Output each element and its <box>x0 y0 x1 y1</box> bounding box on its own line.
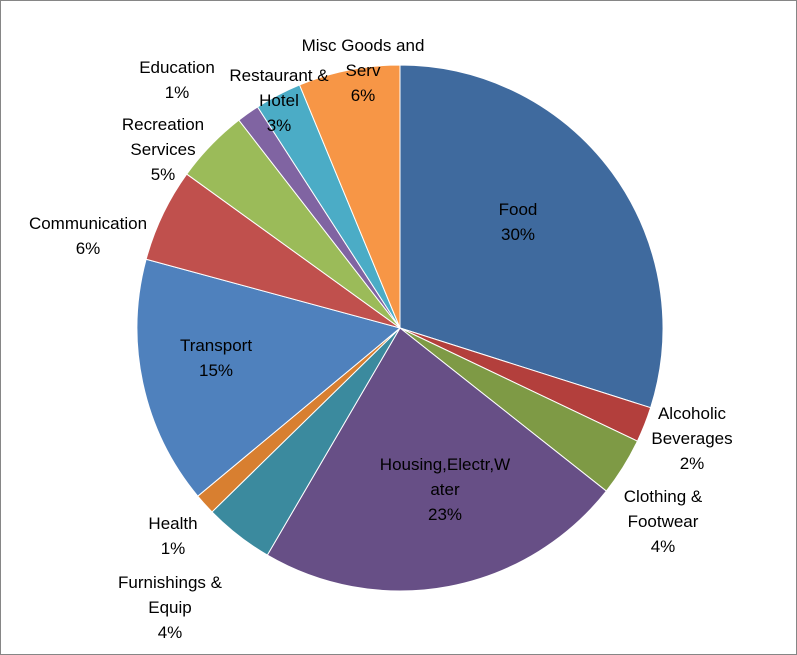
data-label-category: Communication <box>29 214 147 233</box>
data-label-category: Health <box>148 514 197 533</box>
data-label-category: Clothing & <box>624 487 703 506</box>
data-label-category: Housing,Electr,W <box>380 455 510 474</box>
data-label-housing-electr-water: Housing,Electr,W ater 23% <box>380 455 510 524</box>
data-label-health: Health 1% <box>148 514 197 558</box>
data-label-furnishings-equip: Furnishings & Equip 4% <box>118 573 223 642</box>
data-label-percent: 1% <box>161 539 186 558</box>
data-label-category: Alcoholic <box>658 404 727 423</box>
data-label-category: Equip <box>148 598 191 617</box>
data-label-percent: 4% <box>158 623 183 642</box>
data-label-transport: Transport 15% <box>180 336 252 380</box>
pie-slice-food <box>399 64 664 409</box>
data-label-category: Footwear <box>628 512 699 531</box>
data-label-percent: 6% <box>76 239 101 258</box>
data-label-food: Food 30% <box>499 200 538 244</box>
data-label-percent: 30% <box>501 225 535 244</box>
data-label-percent: 3% <box>267 116 292 135</box>
data-label-recreation-services: Recreation Services 5% <box>122 115 204 184</box>
data-label-category: ater <box>430 480 460 499</box>
data-label-percent: 23% <box>428 505 462 524</box>
pie-slice-misc-goods-and-serv <box>298 64 401 329</box>
data-label-percent: 4% <box>651 537 676 556</box>
data-label-category: Food <box>499 200 538 219</box>
data-label-category: Serv <box>346 61 381 80</box>
data-label-category: Transport <box>180 336 252 355</box>
data-label-percent: 1% <box>165 83 190 102</box>
data-label-clothing-footwear: Clothing & Footwear 4% <box>624 487 703 556</box>
data-label-percent: 5% <box>151 165 176 184</box>
pie-slice-transport <box>136 258 402 497</box>
data-label-restaurant-hotel: Restaurant & Hotel 3% <box>229 66 329 135</box>
data-label-category: Restaurant & <box>229 66 329 85</box>
data-label-percent: 15% <box>199 361 233 380</box>
pie-slice-housing-electr-water <box>266 327 608 592</box>
data-label-misc-goods-and-serv: Misc Goods and Serv 6% <box>302 36 425 105</box>
data-label-category: Misc Goods and <box>302 36 425 55</box>
data-label-category: Hotel <box>259 91 299 110</box>
data-label-category: Education <box>139 58 215 77</box>
data-label-communication: Communication 6% <box>29 214 147 258</box>
data-label-education: Education 1% <box>139 58 215 102</box>
data-label-category: Recreation <box>122 115 204 134</box>
data-label-percent: 2% <box>680 454 705 473</box>
data-label-alcoholic-beverages: Alcoholic Beverages 2% <box>651 404 732 473</box>
data-label-percent: 6% <box>351 86 376 105</box>
data-label-category: Furnishings & <box>118 573 223 592</box>
data-label-category: Services <box>130 140 195 159</box>
pie-slices <box>136 64 664 592</box>
pie-labels: Food 30% Alcoholic Beverages 2% Clothing & Foo… <box>29 36 733 642</box>
data-label-category: Beverages <box>651 429 732 448</box>
